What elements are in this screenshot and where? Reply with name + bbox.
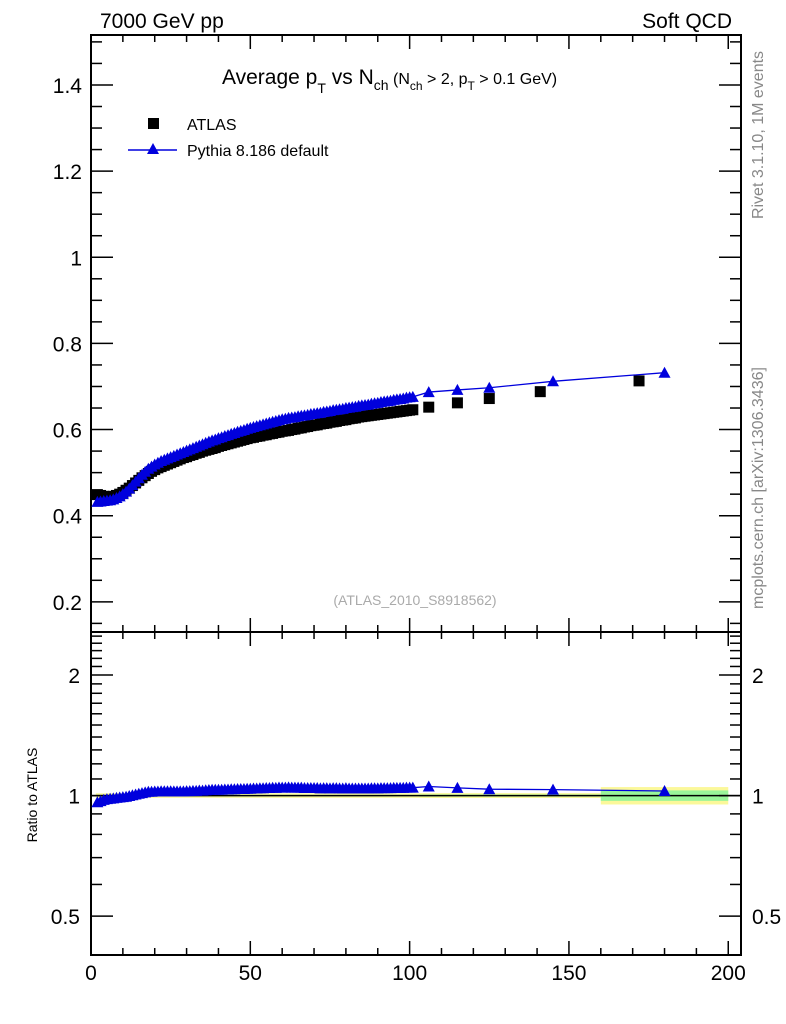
y-tick-label: 0.6 (53, 420, 82, 443)
ratio-tick-label-right: 0.5 (752, 906, 781, 929)
pythia-point (451, 383, 464, 395)
ratio-panel: 0 50 100 150 200 0.5 0.5 1 1 2 2 (51, 631, 781, 985)
pythia-point (406, 390, 419, 402)
y-tick-label: 1 (70, 247, 82, 270)
atlas-point (534, 386, 546, 398)
y-tick-label: 0.4 (53, 506, 83, 529)
ratio-point (451, 781, 464, 793)
pythia-point (547, 375, 560, 387)
ratio-frame (90, 631, 742, 956)
header-right: Soft QCD (642, 10, 732, 33)
ratio-point (547, 783, 560, 795)
ratio-tick-label: 1 (68, 786, 80, 809)
title-part: > 2, p (423, 71, 468, 88)
y-tick-label: 1.2 (53, 161, 82, 184)
legend-label-atlas: ATLAS (187, 117, 237, 134)
atlas-point (423, 401, 435, 413)
y-tick-label: 1.4 (53, 75, 83, 98)
legend-label-pythia: Pythia 8.186 default (187, 143, 329, 160)
title-part: vs N (326, 66, 374, 89)
title-sub: ch (374, 77, 389, 93)
ratio-tick-label-right: 1 (752, 786, 764, 809)
pythia-point (483, 381, 496, 393)
header-left: 7000 GeV pp (100, 10, 224, 33)
title-part: > 0.1 GeV) (475, 71, 557, 88)
ratio-tick-label-right: 2 (752, 665, 764, 688)
ratio-point (406, 781, 419, 793)
ratio-point (658, 784, 671, 796)
chart-title: Average pT vs Nch (Nch > 2, pT > 0.1 GeV… (222, 66, 557, 96)
legend: ATLAS Pythia 8.186 default (128, 117, 329, 160)
atlas-point (483, 393, 495, 405)
atlas-point (633, 375, 645, 387)
y-tick-label: 0.2 (53, 592, 82, 615)
title-part: (N (389, 71, 410, 88)
title-part: Average p (222, 66, 317, 89)
legend-marker-atlas (148, 118, 159, 129)
x-tick-label: 150 (551, 962, 586, 985)
pythia-line (97, 372, 665, 503)
ratio-tick-label: 0.5 (51, 906, 80, 929)
main-panel: 0.2 0.4 0.6 0.8 1 1.2 1.4 (53, 34, 742, 955)
pythia-point (422, 386, 435, 398)
title-sub: T (317, 80, 326, 96)
title-sub: ch (410, 79, 423, 93)
legend-marker-pythia (147, 143, 159, 154)
side-text-bottom: mcplots.cern.ch [arXiv:1306.3436] (750, 367, 767, 609)
atlas-point (407, 404, 419, 416)
x-tick-label: 50 (239, 962, 262, 985)
watermark: (ATLAS_2010_S8918562) (333, 592, 496, 608)
ratio-tick-label: 2 (68, 665, 80, 688)
atlas-point (451, 397, 463, 409)
x-tick-label: 0 (85, 962, 97, 985)
title-sub: T (468, 79, 476, 93)
pythia-point (658, 366, 671, 378)
x-tick-label: 200 (711, 962, 746, 985)
y-tick-label: 0.8 (53, 333, 82, 356)
ratio-point (422, 780, 435, 792)
ratio-ylabel: Ratio to ATLAS (24, 748, 40, 843)
ratio-point (483, 783, 496, 795)
side-text-top: Rivet 3.1.10, 1M events (750, 51, 767, 219)
x-tick-label: 100 (392, 962, 427, 985)
